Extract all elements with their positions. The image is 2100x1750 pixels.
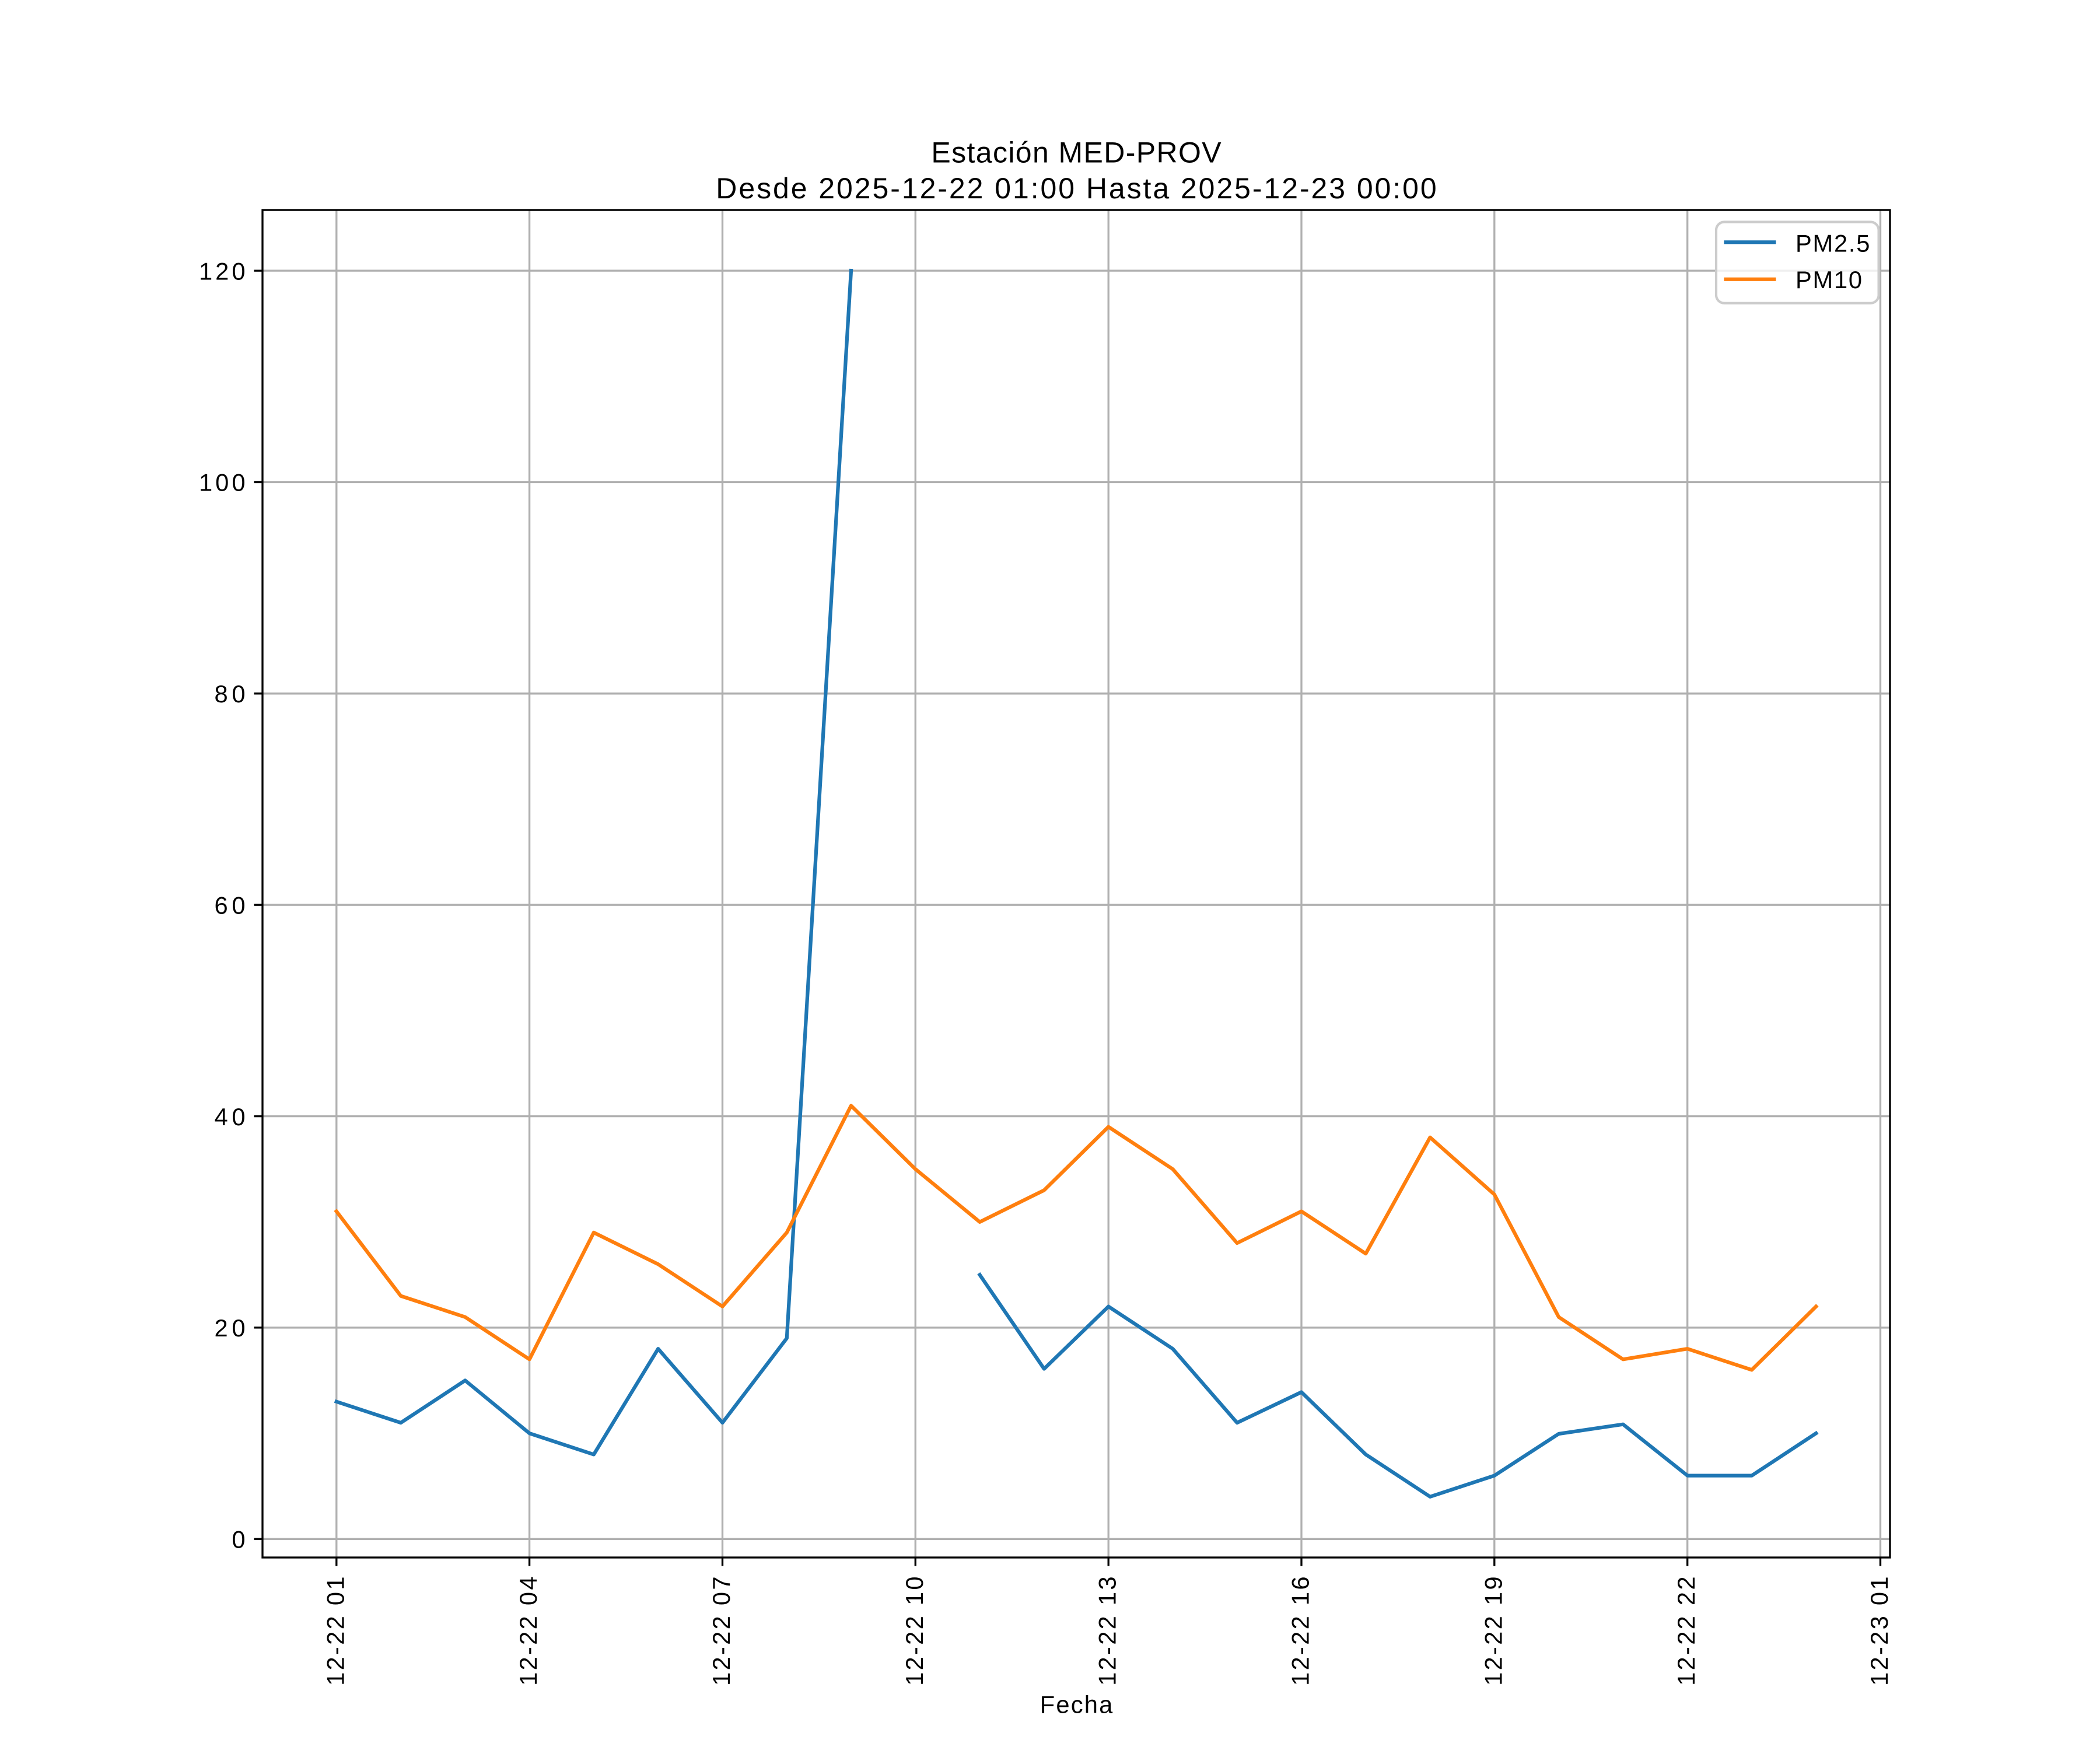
svg-text:120: 120: [199, 257, 246, 285]
svg-text:PM2.5: PM2.5: [1796, 230, 1870, 257]
svg-text:Fecha: Fecha: [1040, 1690, 1113, 1718]
svg-text:0: 0: [232, 1526, 245, 1553]
svg-text:PM10: PM10: [1796, 266, 1862, 293]
svg-text:Estación MED-PROV: Estación MED-PROV: [931, 136, 1222, 169]
svg-text:100: 100: [199, 469, 246, 496]
svg-text:Desde 2025-12-22 01:00 Hasta 2: Desde 2025-12-22 01:00 Hasta 2025-12-23 …: [716, 172, 1436, 205]
